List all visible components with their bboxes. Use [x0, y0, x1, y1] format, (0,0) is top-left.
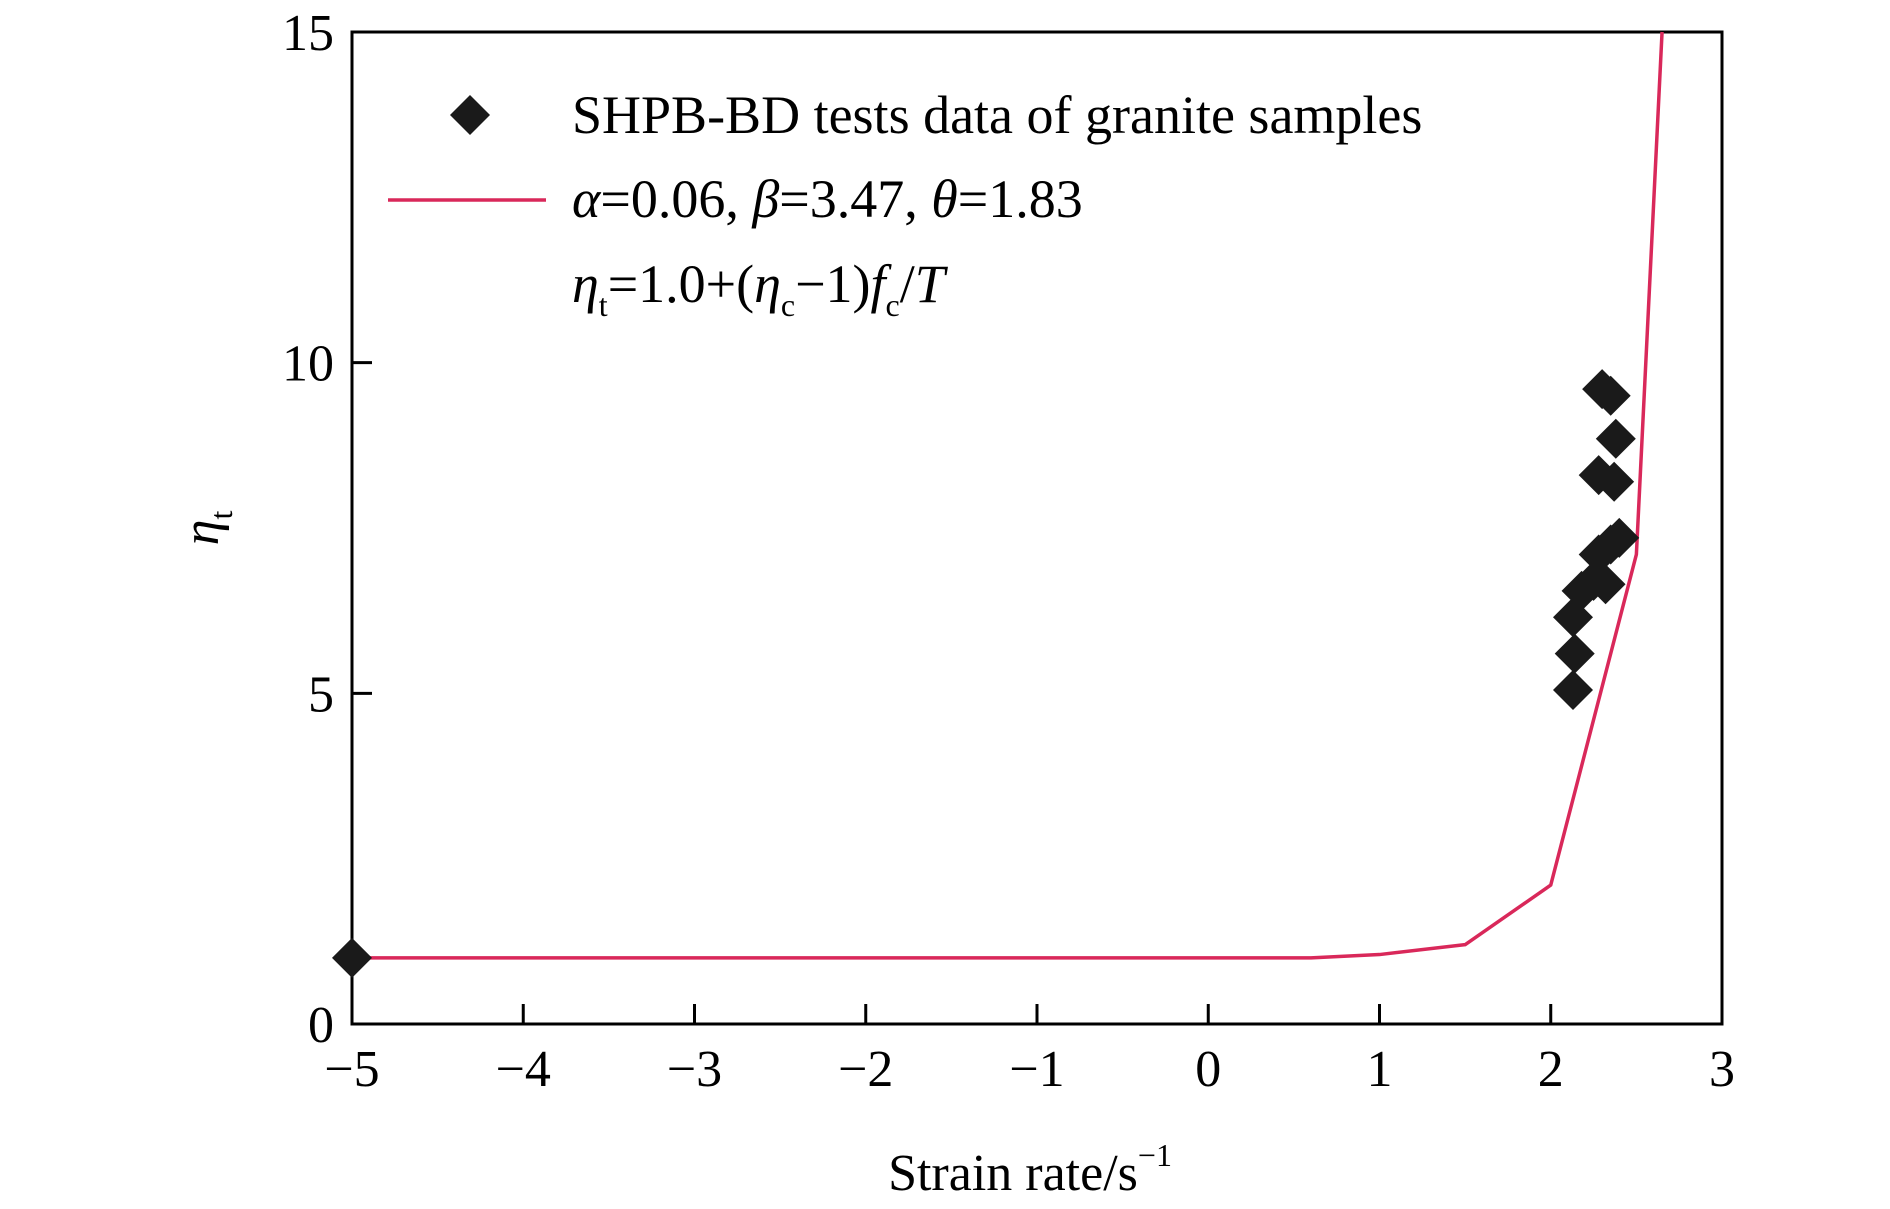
y-axis-ticks: 0 5 10 15: [282, 5, 372, 1054]
data-point-marker: [1599, 517, 1640, 558]
x-tick-label: −2: [838, 1041, 893, 1098]
data-point-marker: [1554, 633, 1595, 674]
y-tick-label: 15: [282, 5, 334, 62]
x-tick-label: 3: [1709, 1041, 1735, 1098]
y-tick-label: 5: [308, 666, 334, 723]
series-layer: [332, 31, 1664, 978]
y-axis-title: ηt: [173, 511, 239, 546]
legend-label-fit: α=0.06, β=3.47, θ=1.83: [572, 169, 1083, 229]
legend-diamond-marker: [450, 95, 490, 135]
data-point-marker: [1595, 418, 1636, 459]
x-tick-label: 2: [1538, 1041, 1564, 1098]
x-tick-label: −3: [667, 1041, 722, 1098]
data-point-marker: [1590, 375, 1631, 416]
legend: SHPB-BD tests data of granite samples α=0…: [388, 85, 1422, 323]
data-point-marker: [1594, 461, 1635, 502]
data-point-marker: [1585, 564, 1626, 605]
fit-curve-line: [352, 31, 1664, 960]
x-axis-ticks: −5 −4 −3 −2 −1 0 1 2 3: [324, 1004, 1735, 1098]
x-tick-label: 1: [1367, 1041, 1393, 1098]
y-tick-label: 0: [308, 997, 334, 1054]
x-tick-label: 0: [1195, 1041, 1221, 1098]
x-tick-label: −4: [496, 1041, 551, 1098]
y-tick-label: 10: [282, 336, 334, 393]
formula-annotation: ηt=1.0+(ηc−1)fc/T: [572, 254, 949, 323]
legend-label-data: SHPB-BD tests data of granite samples: [572, 85, 1422, 145]
data-point-marker: [1553, 670, 1594, 711]
x-tick-label: −1: [1009, 1041, 1064, 1098]
x-axis-title: Strain rate/s−1: [888, 1137, 1172, 1202]
data-point-marker: [332, 937, 372, 978]
x-tick-label: −5: [324, 1041, 379, 1098]
